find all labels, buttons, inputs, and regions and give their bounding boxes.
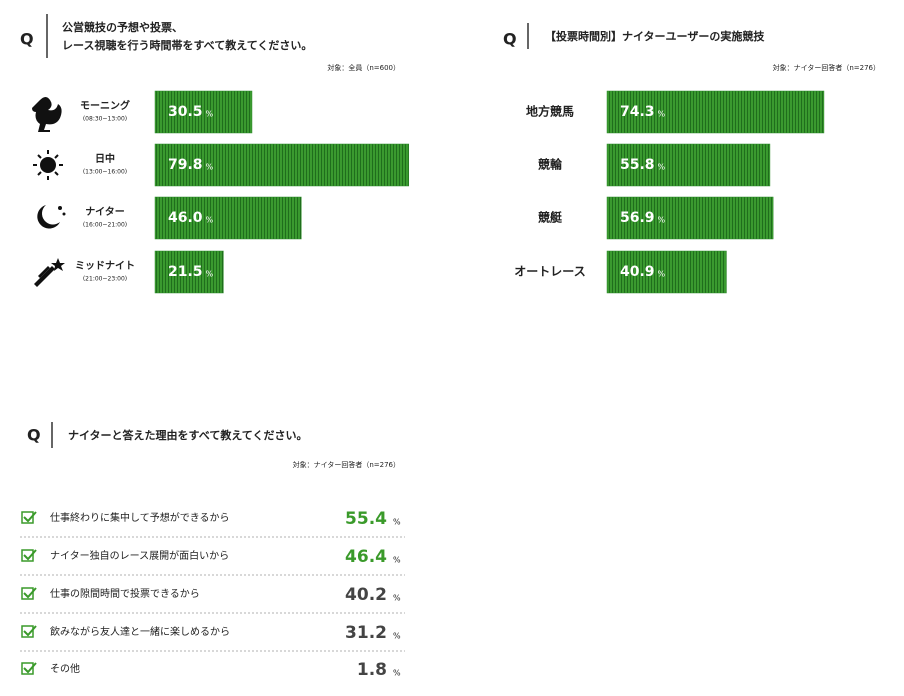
icon-moon: [37, 205, 66, 229]
category-label: オートレース: [514, 265, 585, 279]
category-label: 地方競馬: [526, 104, 574, 119]
bar: [606, 250, 727, 294]
value-label: 56.9: [620, 210, 655, 226]
checkmark: [23, 587, 37, 599]
value-label: 55.4: [345, 509, 387, 529]
bar: [606, 90, 825, 134]
checkmark: [23, 511, 37, 523]
unit-label: %: [393, 556, 401, 565]
unit-label: %: [206, 163, 214, 172]
checkbox: [21, 511, 34, 524]
bar: [154, 196, 302, 240]
unit-label: %: [206, 110, 214, 119]
value-label: 31.2: [345, 623, 387, 643]
checkbox: [21, 625, 34, 638]
value-label: 74.3: [620, 104, 655, 120]
reason-label: 仕事の隙間時間で投票できるから: [50, 587, 200, 600]
unit-label: %: [658, 270, 666, 279]
unit-label: %: [393, 669, 401, 678]
value-label: 46.4: [345, 547, 387, 567]
checkbox: [21, 662, 34, 675]
checkbox: [21, 549, 34, 562]
chart-title: 【投票時間別】ナイターユーザーの実施競技: [545, 29, 765, 43]
checkbox: [21, 587, 34, 600]
chart-title: ナイターと答えた理由をすべて教えてください。: [68, 428, 307, 442]
icon-shooting-star: [34, 258, 65, 287]
category-sublabel: (08:30~13:00): [83, 116, 127, 123]
reason-label: 飲みながら友人達と一緒に楽しめるから: [50, 625, 230, 638]
category-label: 競艇: [538, 210, 563, 225]
category-label: ナイター: [85, 206, 125, 218]
bar: [154, 250, 224, 294]
unit-label: %: [206, 216, 214, 225]
icon-sun: [33, 150, 63, 180]
value-label: 55.8: [620, 157, 655, 173]
category-label: ミッドナイト: [75, 260, 135, 272]
value-label: 30.5: [168, 104, 203, 120]
category-sublabel: (16:00~21:00): [83, 222, 127, 229]
value-label: 40.2: [345, 585, 387, 605]
category-sublabel: (21:00~23:00): [83, 276, 127, 283]
unit-label: %: [393, 594, 401, 603]
question-marker: Q: [20, 30, 34, 49]
chart-title: 公営競技の予想や投票、: [62, 20, 183, 34]
chart-subtitle: 対象：ナイター回答者（n=276）: [293, 460, 400, 469]
unit-label: %: [658, 110, 666, 119]
chart-subtitle: 対象：ナイター回答者（n=276）: [773, 63, 880, 72]
reason-label: 仕事終わりに集中して予想ができるから: [50, 511, 230, 524]
icon-rooster: [32, 97, 62, 132]
bar: [606, 143, 771, 187]
bar: [154, 143, 410, 187]
category-sublabel: (13:00~16:00): [83, 169, 127, 176]
chart-subtitle: 対象：全員（n=600）: [327, 63, 400, 72]
unit-label: %: [393, 632, 401, 641]
unit-label: %: [658, 216, 666, 225]
question-marker: Q: [503, 30, 517, 49]
checkmark: [23, 625, 37, 637]
checkmark: [23, 549, 37, 561]
chart-title: レース視聴を行う時間帯をすべて教えてください。: [62, 38, 312, 52]
checkmark: [23, 662, 37, 674]
category-label: 日中: [95, 152, 115, 165]
bar: [154, 90, 253, 134]
reason-label: ナイター独自のレース展開が面白いから: [50, 549, 229, 562]
value-label: 1.8: [357, 660, 387, 680]
bar: [606, 196, 774, 240]
category-label: モーニング: [80, 99, 130, 112]
value-label: 46.0: [168, 210, 203, 226]
value-label: 79.8: [168, 157, 203, 173]
unit-label: %: [658, 163, 666, 172]
reason-label: その他: [50, 662, 80, 675]
unit-label: %: [206, 270, 214, 279]
category-label: 競輪: [538, 157, 563, 172]
value-label: 40.9: [620, 264, 655, 280]
value-label: 21.5: [168, 264, 203, 280]
unit-label: %: [393, 518, 401, 527]
question-marker: Q: [27, 426, 41, 445]
